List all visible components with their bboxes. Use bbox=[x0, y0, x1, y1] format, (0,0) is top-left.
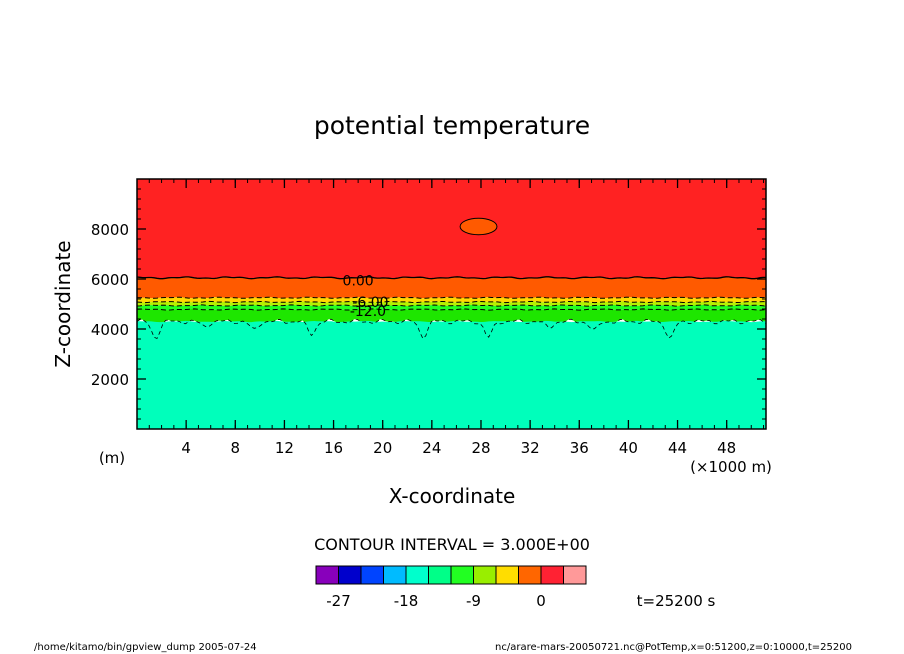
colorbar-swatch-7 bbox=[473, 565, 497, 585]
x-unit-label: (×1000 m) bbox=[690, 458, 772, 476]
y-tick-label: 6000 bbox=[91, 271, 129, 289]
contour-line-neg-3 bbox=[136, 308, 767, 311]
colorbar-label: -18 bbox=[394, 592, 419, 610]
contour-labels: 0.00 -6.00-12.0 bbox=[343, 273, 389, 320]
x-tick-label: 4 bbox=[181, 439, 191, 457]
contour-field bbox=[137, 179, 766, 429]
layer-6 bbox=[137, 320, 766, 429]
x-tick-label: 44 bbox=[668, 439, 687, 457]
colorbar-swatch-5 bbox=[428, 565, 452, 585]
colorbar: -27 -18 -9 0 bbox=[315, 565, 587, 610]
footer-right: nc/arare-mars-20050721.nc@PotTemp,x=0:51… bbox=[495, 642, 852, 653]
colorbar-label: -9 bbox=[466, 592, 481, 610]
contour-interval-label: CONTOUR INTERVAL = 3.000E+00 bbox=[314, 535, 590, 554]
layer-2 bbox=[137, 297, 766, 303]
colorbar-swatch-0 bbox=[315, 565, 339, 585]
contour-label-2: -12.0 bbox=[350, 304, 386, 320]
colorbar-swatch-2 bbox=[360, 565, 384, 585]
contour-line-neg-2 bbox=[136, 304, 767, 307]
time-label: t=25200 s bbox=[637, 592, 716, 610]
x-tick-label: 12 bbox=[275, 439, 294, 457]
colorbar-label: -27 bbox=[326, 592, 351, 610]
x-tick-label: 28 bbox=[471, 439, 490, 457]
colorbar-swatch-1 bbox=[338, 565, 362, 585]
y-tick-label: 4000 bbox=[91, 321, 129, 339]
chart-title: potential temperature bbox=[314, 111, 590, 140]
y-axis: 2000 4000 6000 8000 bbox=[91, 188, 766, 420]
y-unit-label: (m) bbox=[99, 449, 125, 467]
colorbar-swatch-4 bbox=[405, 565, 429, 585]
colorbar-swatch-9 bbox=[518, 565, 542, 585]
colorbar-swatch-11 bbox=[563, 565, 587, 585]
x-tick-label: 32 bbox=[521, 439, 540, 457]
contour-line-0 bbox=[136, 276, 766, 280]
colorbar-label: 0 bbox=[536, 592, 546, 610]
y-axis-label: Z-coordinate bbox=[51, 240, 75, 367]
layer-0 bbox=[137, 179, 766, 279]
x-tick-label: 24 bbox=[422, 439, 441, 457]
footer-left: /home/kitamo/bin/gpview_dump 2005-07-24 bbox=[34, 642, 257, 653]
plot-frame bbox=[136, 178, 767, 430]
colorbar-swatch-8 bbox=[495, 565, 519, 585]
contour-label-0: 0.00 bbox=[343, 273, 374, 289]
y-tick-label: 8000 bbox=[91, 221, 129, 239]
contour-line-neg-1 bbox=[136, 300, 767, 304]
colorbar-swatch-3 bbox=[383, 565, 407, 585]
layer-1 bbox=[137, 276, 766, 299]
x-tick-label: 8 bbox=[231, 439, 241, 457]
x-tick-label: 48 bbox=[717, 439, 736, 457]
x-axis-label: X-coordinate bbox=[389, 484, 516, 508]
contour-label-1: -6.00 bbox=[352, 295, 388, 311]
x-tick-label: 36 bbox=[570, 439, 589, 457]
contour-line-plume bbox=[136, 318, 767, 340]
colorbar-swatch-6 bbox=[450, 565, 474, 585]
contour-line-neg-0 bbox=[136, 296, 767, 299]
x-tick-label: 16 bbox=[324, 439, 343, 457]
colorbar-swatch-10 bbox=[540, 565, 564, 585]
contour-lines bbox=[136, 276, 767, 340]
x-tick-label: 20 bbox=[373, 439, 392, 457]
y-tick-label: 2000 bbox=[91, 371, 129, 389]
x-axis: 4 8 12 16 20 24 28 32 36 40 44 48 bbox=[148, 179, 765, 457]
warm-blob bbox=[459, 217, 498, 236]
x-tick-label: 40 bbox=[619, 439, 638, 457]
